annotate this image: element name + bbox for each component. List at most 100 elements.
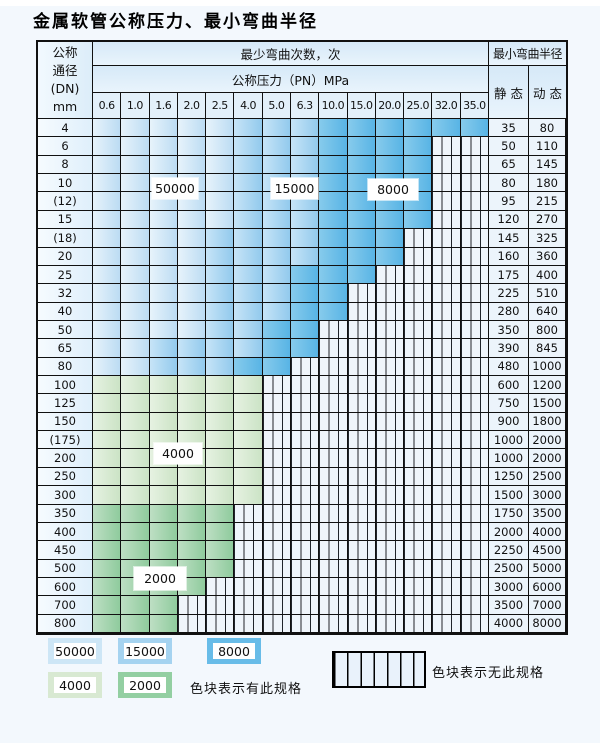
no-spec-cell [460, 229, 489, 248]
spec-cell-15000 [262, 229, 291, 248]
dynamic-radius-cell: 110 [529, 137, 566, 156]
dn-cell: 65 [38, 339, 93, 358]
no-spec-cell [460, 265, 489, 285]
no-spec-cell [432, 577, 461, 597]
spec-cell-50000 [177, 137, 207, 156]
spec-cell-15000 [234, 155, 263, 175]
static-radius-cell: 175 [489, 265, 529, 285]
dynamic-radius-cell: 2500 [529, 467, 566, 487]
spec-cell-50000 [93, 265, 122, 285]
no-spec-cell [291, 467, 320, 487]
spec-cell-8000 [319, 302, 348, 321]
no-spec-cell [432, 376, 461, 395]
no-spec-cell [319, 614, 348, 633]
spec-cell-4000 [149, 412, 178, 432]
no-spec-cell [319, 486, 348, 505]
no-spec-cell [234, 541, 263, 560]
no-spec-cell [460, 137, 489, 156]
no-spec-cell [319, 596, 348, 615]
spec-cell-2000 [149, 541, 178, 560]
dn-cell: 10 [38, 174, 93, 193]
static-radius-cell: 160 [489, 247, 529, 266]
spec-cell-4000 [121, 486, 150, 505]
legend-swatch-2000: 2000 [118, 672, 172, 698]
legend-label-15000: 15000 [124, 643, 166, 659]
pressure-value-header: 15.0 [347, 93, 376, 119]
no-spec-cell [404, 265, 433, 285]
spec-cell-4000 [206, 376, 235, 395]
no-spec-cell [206, 577, 235, 597]
spec-cell-8000 [375, 210, 405, 230]
no-spec-cell [432, 486, 461, 505]
no-spec-cell [432, 596, 461, 615]
corner-line3: (DN) [50, 81, 80, 96]
no-spec-cell [432, 192, 461, 211]
static-radius-cell: 80 [489, 174, 529, 193]
spec-cell-8000 [291, 339, 320, 358]
pressure-value-header: 1.6 [149, 93, 178, 119]
static-radius-cell: 95 [489, 192, 529, 211]
spec-cell-2000 [121, 614, 150, 633]
static-radius-cell: 3500 [489, 596, 529, 615]
dynamic-radius-cell: 3500 [529, 504, 566, 523]
no-spec-cell [432, 302, 461, 321]
spec-cell-50000 [93, 284, 122, 303]
spec-cell-8000 [404, 155, 433, 175]
spec-cell-50000 [121, 265, 150, 285]
spec-cell-8000 [432, 119, 461, 138]
spec-cell-15000 [291, 119, 320, 138]
spec-cell-8000 [319, 229, 348, 248]
dynamic-radius-cell: 2000 [529, 449, 566, 468]
dynamic-radius-cell: 510 [529, 284, 566, 303]
spec-cell-15000 [234, 320, 263, 340]
spec-cell-50000 [121, 320, 150, 340]
spec-cell-4000 [121, 394, 150, 413]
spec-cell-4000 [121, 449, 150, 468]
static-radius-cell: 2250 [489, 541, 529, 560]
spec-cell-50000 [93, 229, 122, 248]
corner-line2: 通径 [52, 63, 78, 78]
spec-cell-50000 [149, 119, 178, 138]
spec-cell-8000 [319, 265, 348, 285]
dn-cell: 8 [38, 155, 93, 175]
static-radius-cell: 35 [489, 119, 529, 138]
no-spec-cell [460, 376, 489, 395]
spec-cell-15000 [262, 247, 291, 266]
spec-cell-50000 [149, 265, 178, 285]
spec-cell-50000 [93, 247, 122, 266]
spec-cell-2000 [149, 614, 178, 633]
spec-cell-4000 [177, 467, 207, 487]
spec-cell-8000 [347, 119, 376, 138]
no-spec-cell [375, 339, 405, 358]
no-spec-cell [291, 577, 320, 597]
spec-cell-4000 [206, 467, 235, 487]
no-spec-cell [177, 596, 207, 615]
no-spec-cell [460, 467, 489, 487]
spec-cell-50000 [93, 357, 122, 376]
spec-cell-50000 [206, 119, 235, 138]
no-spec-cell [432, 559, 461, 578]
spec-cell-2000 [121, 504, 150, 523]
no-spec-cell [404, 577, 433, 597]
legend-label-2000: 2000 [124, 677, 166, 693]
no-spec-cell [432, 155, 461, 175]
spec-cell-50000 [177, 247, 207, 266]
spec-cell-50000 [177, 320, 207, 340]
spec-cell-50000 [177, 284, 207, 303]
spec-cell-15000 [291, 155, 320, 175]
spec-cell-4000 [206, 449, 235, 468]
spec-cell-8000 [319, 174, 348, 193]
no-spec-cell [319, 339, 348, 358]
spec-cell-50000 [149, 155, 178, 175]
dn-cell: 6 [38, 137, 93, 156]
cycles-label-2000: 2000 [134, 567, 186, 590]
no-spec-cell [432, 467, 461, 487]
no-spec-cell [375, 265, 405, 285]
spec-cell-15000 [291, 210, 320, 230]
cycles-label-8000: 8000 [368, 179, 418, 200]
no-spec-cell [375, 302, 405, 321]
spec-cell-15000 [206, 229, 235, 248]
no-spec-cell [460, 577, 489, 597]
spec-cell-15000 [291, 247, 320, 266]
no-spec-cell [262, 449, 291, 468]
